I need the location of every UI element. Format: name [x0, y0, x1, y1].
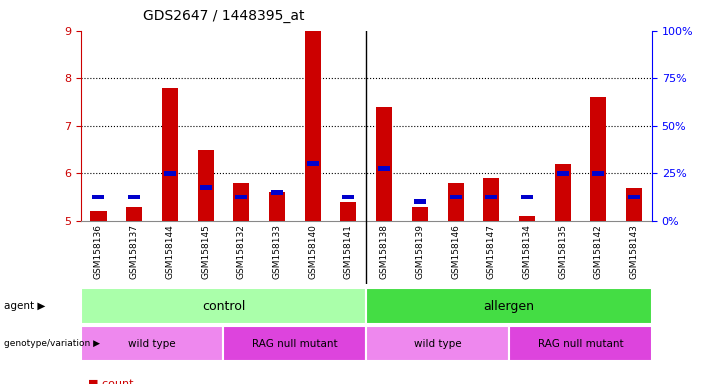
Bar — [90, 211, 107, 221]
Bar — [366, 326, 509, 361]
Bar — [449, 195, 461, 199]
Bar — [483, 178, 499, 221]
Bar — [236, 195, 247, 199]
Bar — [414, 199, 426, 204]
Text: GSM158147: GSM158147 — [486, 224, 496, 279]
Bar — [554, 164, 571, 221]
Bar — [81, 326, 224, 361]
Text: wild type: wild type — [128, 339, 176, 349]
Bar — [626, 187, 642, 221]
Text: GSM158140: GSM158140 — [308, 224, 318, 279]
Text: GSM158137: GSM158137 — [130, 224, 139, 279]
Bar — [376, 107, 392, 221]
Bar — [162, 88, 178, 221]
Bar — [271, 190, 283, 195]
Bar — [447, 183, 463, 221]
Text: RAG null mutant: RAG null mutant — [538, 339, 623, 349]
Text: wild type: wild type — [414, 339, 461, 349]
Bar — [341, 202, 356, 221]
Bar — [557, 171, 569, 175]
Text: GDS2647 / 1448395_at: GDS2647 / 1448395_at — [143, 9, 304, 23]
Text: GSM158132: GSM158132 — [237, 224, 246, 279]
Bar — [411, 207, 428, 221]
Text: ■ count: ■ count — [88, 379, 133, 384]
Bar — [164, 171, 176, 175]
Text: GSM158135: GSM158135 — [558, 224, 567, 279]
Text: GSM158144: GSM158144 — [165, 224, 175, 279]
Bar — [521, 195, 533, 199]
Bar — [233, 183, 250, 221]
Bar — [269, 192, 285, 221]
Text: GSM158141: GSM158141 — [344, 224, 353, 279]
Bar — [305, 31, 321, 221]
Bar — [306, 161, 319, 166]
Bar — [485, 195, 497, 199]
Bar — [509, 326, 652, 361]
Text: GSM158138: GSM158138 — [380, 224, 388, 279]
Text: GSM158145: GSM158145 — [201, 224, 210, 279]
Text: allergen: allergen — [484, 300, 535, 313]
Bar — [378, 166, 390, 171]
Bar — [93, 195, 104, 199]
Text: control: control — [202, 300, 245, 313]
Text: genotype/variation ▶: genotype/variation ▶ — [4, 339, 100, 348]
Text: GSM158139: GSM158139 — [415, 224, 424, 279]
Bar — [128, 195, 140, 199]
Bar — [126, 207, 142, 221]
Text: GSM158133: GSM158133 — [273, 224, 282, 279]
Text: GSM158146: GSM158146 — [451, 224, 460, 279]
Bar — [224, 326, 366, 361]
Text: GSM158134: GSM158134 — [522, 224, 531, 279]
Bar — [81, 288, 366, 324]
Bar — [519, 216, 535, 221]
Bar — [628, 195, 640, 199]
Text: RAG null mutant: RAG null mutant — [252, 339, 338, 349]
Bar — [198, 149, 214, 221]
Text: GSM158142: GSM158142 — [594, 224, 603, 279]
Text: agent ▶: agent ▶ — [4, 301, 45, 311]
Bar — [342, 195, 355, 199]
Text: GSM158143: GSM158143 — [629, 224, 639, 279]
Bar — [200, 185, 212, 190]
Text: GSM158136: GSM158136 — [94, 224, 103, 279]
Bar — [592, 171, 604, 175]
Bar — [366, 288, 652, 324]
Bar — [590, 97, 606, 221]
